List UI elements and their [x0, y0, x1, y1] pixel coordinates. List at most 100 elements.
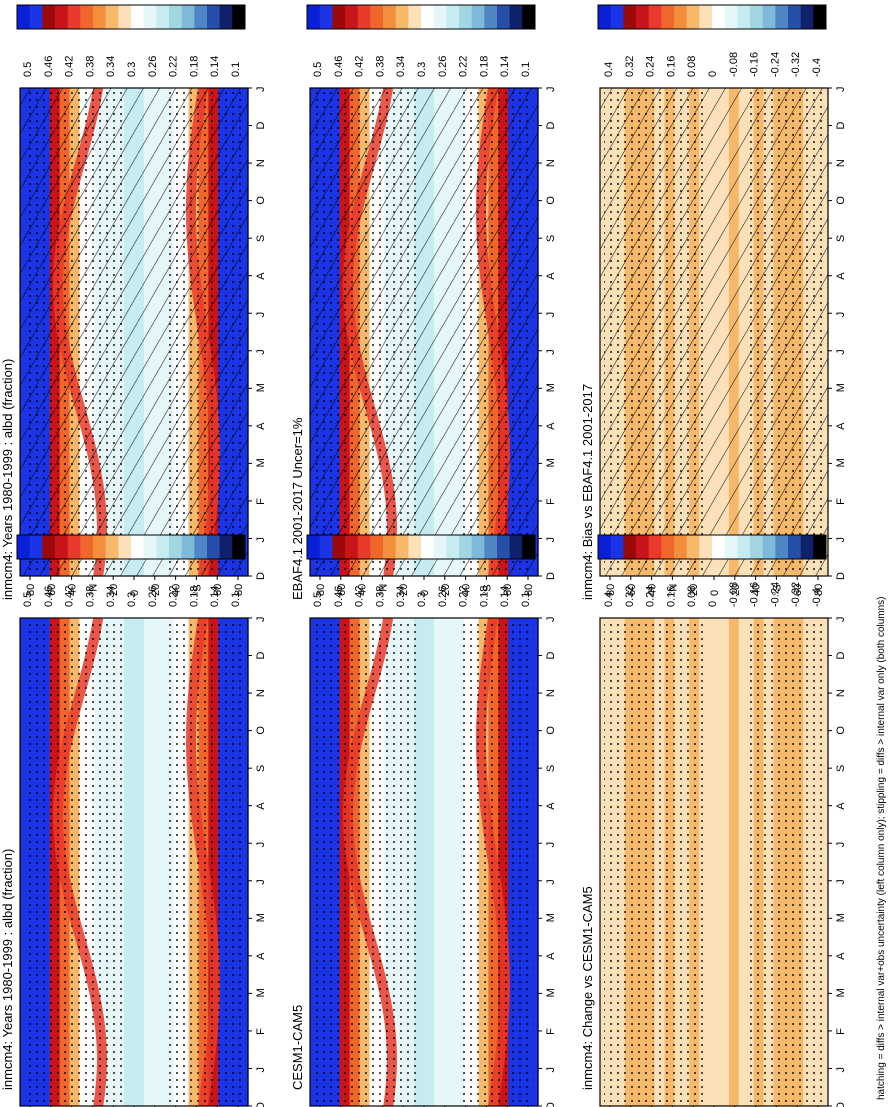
lat-tick-label: 60 — [46, 584, 58, 596]
lat-tick-label: 0 — [129, 590, 141, 596]
field-strip — [728, 618, 735, 1106]
colorbar-tick-label: 0.34 — [395, 56, 407, 77]
colorbar-tick-label: 0.38 — [374, 56, 386, 77]
month-tick-label: N — [545, 689, 557, 697]
panel-bias: 80 60 40 °N 20 0 20 40 °S 60 80 D J F M A M J J A S O N D Jinmcm… — [580, 4, 847, 600]
colorbar-swatch — [80, 535, 94, 559]
colorbar-swatch — [724, 535, 738, 559]
lat-tick-label: 20 — [440, 584, 452, 596]
colorbar-swatch — [67, 5, 81, 29]
colorbar-swatch — [219, 5, 233, 29]
colorbar-tick-label: 0.18 — [478, 586, 490, 607]
colorbar-swatch — [800, 5, 814, 29]
month-tick-label: D — [255, 572, 267, 580]
colorbar-tick-label: 0.5 — [22, 62, 34, 77]
colorbar-swatch — [408, 5, 422, 29]
panel-title: CESM1-CAM5 — [290, 1005, 305, 1090]
lat-tick-label: 40 — [67, 584, 79, 596]
colorbar-swatch — [610, 5, 624, 29]
colorbar-swatch — [509, 5, 523, 29]
colorbar-tick-label: 0.42 — [354, 56, 366, 77]
field-strip — [438, 618, 445, 1106]
stippling-overlay — [458, 622, 534, 1102]
colorbar-swatch — [446, 5, 460, 29]
lat-tick-label: 40 — [647, 584, 659, 596]
field-strip — [414, 618, 420, 1106]
colorbar-swatch — [156, 535, 170, 559]
field-strip — [20, 618, 26, 1106]
month-tick-label: A — [255, 802, 267, 810]
colorbar-swatch — [207, 535, 221, 559]
colorbar-swatch — [712, 535, 726, 559]
colorbar-swatch — [118, 5, 132, 29]
colorbar-swatch — [29, 535, 43, 559]
colorbar-swatch — [471, 5, 485, 29]
stippling-overlay — [314, 622, 417, 1102]
colorbar-swatch — [522, 5, 536, 29]
colorbar-swatch — [775, 535, 789, 559]
field-strip — [714, 618, 720, 1106]
field-strip — [158, 618, 165, 1106]
month-tick-label: D — [545, 572, 557, 580]
month-tick-label: O — [835, 196, 847, 205]
colorbar-tick-label: 0.3 — [416, 592, 428, 607]
colorbar-tick-label: 0.14 — [209, 56, 221, 77]
month-tick-label: N — [255, 159, 267, 167]
month-tick-label: J — [255, 617, 267, 623]
colorbar-swatch — [459, 5, 473, 29]
panel-cesm_ref: 80 60 40 °N 20 0 20 40 °S 60 80 D J F M A M J J A S O N D J CESM1… — [290, 534, 557, 1107]
month-tick-label: D — [835, 122, 847, 130]
colorbar-swatch — [674, 535, 688, 559]
month-tick-label: N — [545, 159, 557, 167]
stippling-overlay — [24, 92, 127, 572]
lat-tick-label: 40 — [171, 584, 183, 596]
colorbar-tick-label: -0.4 — [811, 588, 823, 607]
colorbar-frame — [597, 534, 827, 560]
lat-tick-label: °S — [771, 584, 783, 596]
month-tick-label: A — [545, 272, 557, 280]
month-tick-label: J — [835, 312, 847, 318]
colorbar-swatch — [118, 535, 132, 559]
month-tick-label: F — [835, 1028, 847, 1035]
colorbar-tick-label: 0.3 — [126, 62, 138, 77]
colorbar-swatch — [800, 535, 814, 559]
stippling-overlay — [748, 622, 824, 1102]
colorbar-tick-label: 0.08 — [686, 56, 698, 77]
colorbar-swatch — [648, 535, 662, 559]
field-strip — [129, 618, 135, 1106]
month-tick-label: A — [835, 802, 847, 810]
colorbar-swatch — [497, 535, 511, 559]
colorbar-swatch — [775, 5, 789, 29]
month-tick-label: M — [255, 383, 267, 392]
stippling-overlay — [604, 622, 707, 1102]
panel-title: EBAF4.1 2001-2017 Uncer=1% — [290, 417, 305, 600]
month-tick-label: J — [835, 617, 847, 623]
colorbar-tick-label: 0.46 — [333, 56, 345, 77]
month-tick-label: A — [255, 952, 267, 960]
month-tick-label: F — [835, 498, 847, 505]
lat-tick-label: °S — [481, 584, 493, 596]
lat-tick-label: °N — [377, 584, 389, 596]
colorbar-tick-label: 0.22 — [458, 56, 470, 77]
colorbar-swatch — [446, 535, 460, 559]
colorbar-swatch — [598, 5, 612, 29]
colorbar-tick-label: 0.46 — [333, 586, 345, 607]
month-tick-label: M — [835, 383, 847, 392]
colorbar-swatch — [648, 5, 662, 29]
colorbar-swatch — [307, 5, 321, 29]
lat-tick-label: 80 — [25, 584, 37, 596]
month-tick-label: J — [835, 1067, 847, 1073]
colorbar-swatch — [194, 5, 208, 29]
month-tick-label: J — [545, 617, 557, 623]
colorbar-swatch — [156, 5, 170, 29]
colorbar-tick-label: 0.14 — [209, 586, 221, 607]
colorbar-swatch — [105, 5, 119, 29]
colorbar-swatch — [143, 5, 157, 29]
month-tick-label: N — [255, 689, 267, 697]
month-tick-label: A — [545, 802, 557, 810]
colorbar-tick-label: 0.42 — [64, 56, 76, 77]
stippling-overlay — [24, 622, 127, 1102]
colorbar-tick-label: 0.46 — [43, 586, 55, 607]
colorbar-swatch — [623, 535, 637, 559]
